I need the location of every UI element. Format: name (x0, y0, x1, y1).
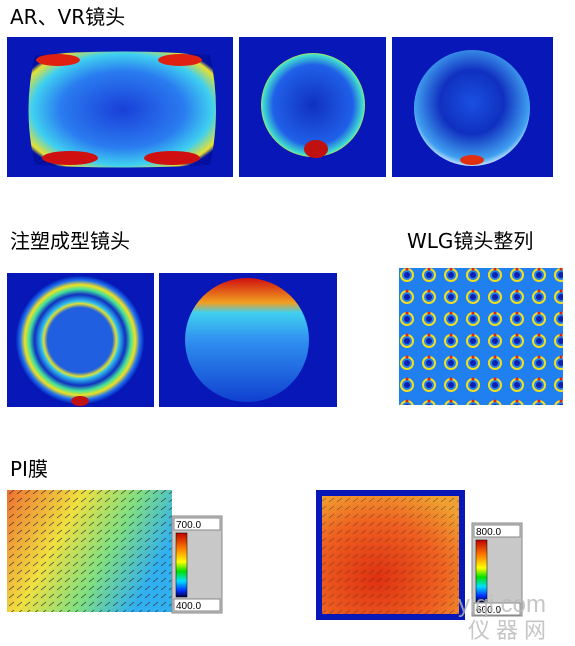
colorbar-min: 400.0 (176, 601, 201, 612)
watermark-site: yiqi.com (458, 591, 546, 618)
colorbar-max: 700.0 (176, 520, 201, 531)
watermark-brand: 仪器网 (468, 619, 552, 642)
ar-vr-images (7, 37, 553, 177)
section-title: 注塑成型镜头 (10, 229, 130, 253)
section-title: PI膜 (10, 457, 48, 481)
pi-film-2: 800.0 600.0 (316, 490, 523, 620)
section-title: WLG镜头整列 (407, 229, 533, 253)
colorbar-max: 800.0 (476, 527, 501, 538)
colorbar-min: 600.0 (476, 605, 501, 616)
molded-images (7, 268, 563, 407)
pi-film-1: 700.0 400.0 (7, 490, 223, 614)
section-title: AR、VR镜头 (10, 5, 125, 29)
